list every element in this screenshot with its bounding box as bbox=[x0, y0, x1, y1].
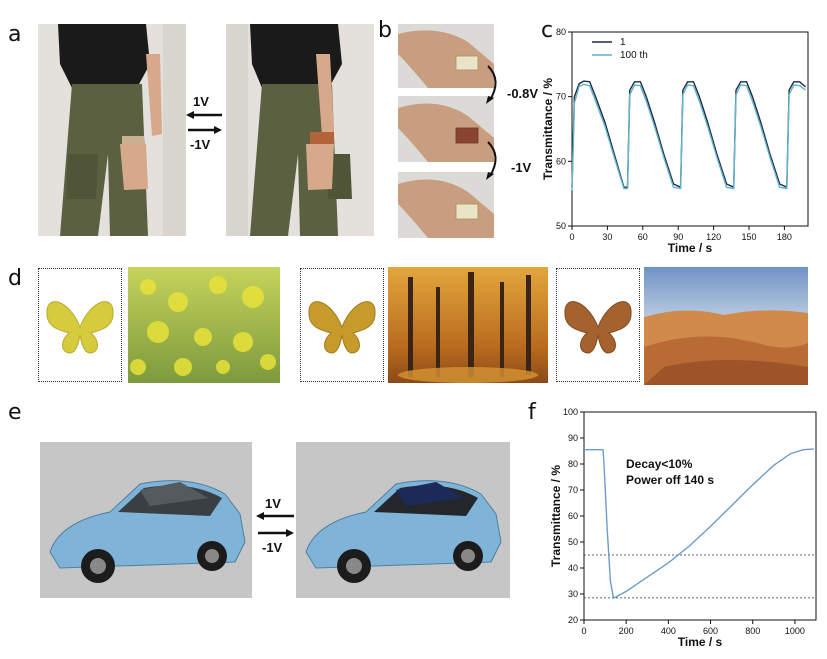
car-photo-after bbox=[296, 442, 510, 598]
series-line-1 bbox=[571, 80, 807, 189]
wrist-illustration-1 bbox=[398, 24, 494, 88]
voltage-label-e-bottom: -1V bbox=[262, 540, 283, 555]
x-tick-label: 0 bbox=[581, 626, 586, 636]
person-illustration-colored bbox=[226, 24, 374, 236]
y-tick-label: 20 bbox=[568, 615, 578, 625]
chart-f-ylabel: Transmittance / % bbox=[549, 465, 563, 567]
person-photo-before bbox=[38, 24, 186, 236]
car-illustration-tinted-roof bbox=[296, 442, 510, 598]
voltage-label-b-second: -1V bbox=[511, 160, 532, 175]
rapeseed-field-image bbox=[128, 267, 280, 383]
butterfly-box-yellow bbox=[38, 268, 122, 382]
y-tick-label: 40 bbox=[568, 563, 578, 573]
x-tick-label: 60 bbox=[638, 232, 648, 242]
x-tick-label: 200 bbox=[619, 626, 634, 636]
butterfly-box-amber bbox=[300, 268, 384, 382]
person-illustration bbox=[38, 24, 186, 236]
x-tick-label: 30 bbox=[602, 232, 612, 242]
voltage-label-b-first: -0.8V bbox=[507, 86, 539, 101]
voltage-label-a-top: 1V bbox=[193, 94, 209, 109]
y-tick-label: 70 bbox=[556, 92, 566, 102]
butterfly-box-brown bbox=[556, 268, 640, 382]
panel-label-e: e bbox=[8, 400, 22, 425]
x-tick-label: 800 bbox=[745, 626, 760, 636]
chart-c-ylabel: Transmittance / % bbox=[541, 78, 555, 180]
x-tick-label: 90 bbox=[673, 232, 683, 242]
wrist-illustration-3 bbox=[398, 172, 494, 238]
x-tick-label: 120 bbox=[706, 232, 721, 242]
landscape-desert bbox=[644, 267, 808, 385]
car-photo-before bbox=[40, 442, 252, 598]
x-tick-label: 150 bbox=[741, 232, 756, 242]
x-tick-label: 400 bbox=[661, 626, 676, 636]
panel-label-c: c bbox=[541, 18, 554, 43]
y-tick-label: 50 bbox=[568, 537, 578, 547]
annotation-power-off: Power off 140 s bbox=[626, 473, 714, 487]
x-tick-label: 180 bbox=[777, 232, 792, 242]
wrist-photo-1 bbox=[398, 24, 494, 88]
series-line-1 bbox=[584, 448, 814, 599]
chart-c-frame bbox=[571, 31, 809, 227]
butterfly-amber-icon bbox=[308, 301, 376, 354]
chart-c-legend: 1 100 th bbox=[592, 37, 648, 61]
series-line-2 bbox=[571, 83, 807, 191]
x-tick-label: 600 bbox=[703, 626, 718, 636]
autumn-forest-image bbox=[388, 267, 548, 383]
switch-arrows-a bbox=[186, 111, 222, 134]
butterfly-yellow-icon bbox=[46, 301, 114, 354]
x-tick-label: 0 bbox=[569, 232, 574, 242]
butterfly-brown-icon bbox=[564, 301, 632, 354]
panel-label-a: a bbox=[8, 22, 22, 47]
y-tick-label: 60 bbox=[568, 511, 578, 521]
legend-series-100th: 100 th bbox=[620, 50, 648, 61]
wrist-photo-2 bbox=[398, 96, 494, 162]
y-tick-label: 50 bbox=[556, 221, 566, 231]
voltage-label-e-top: 1V bbox=[265, 496, 281, 511]
chart-f-frame bbox=[583, 411, 817, 621]
annotation-decay: Decay<10% bbox=[626, 457, 693, 471]
landscape-autumn-forest bbox=[388, 267, 548, 383]
y-tick-label: 100 bbox=[563, 407, 578, 417]
wrist-photo-3 bbox=[398, 172, 494, 238]
legend-series-1: 1 bbox=[620, 37, 626, 48]
panel-label-b: b bbox=[378, 18, 392, 43]
desert-image bbox=[644, 267, 808, 385]
y-tick-label: 90 bbox=[568, 433, 578, 443]
landscape-rapeseed bbox=[128, 267, 280, 383]
curved-arrows-b bbox=[486, 65, 497, 180]
car-illustration-clear-roof bbox=[40, 442, 252, 598]
x-tick-label: 1000 bbox=[785, 626, 805, 636]
y-tick-label: 60 bbox=[556, 156, 566, 166]
chart-c: 0 30 60 90 120 150 180 50 60 70 80 Time / s Transm… bbox=[541, 27, 809, 255]
panel-label-d: d bbox=[8, 266, 22, 291]
chart-f-xlabel: Time / s bbox=[678, 635, 723, 649]
wrist-illustration-2 bbox=[398, 96, 494, 162]
chart-f: 0 200 400 600 800 1000 20 30 40 50 60 70 80 90 100 Dec… bbox=[549, 407, 817, 649]
voltage-label-a-bottom: -1V bbox=[190, 137, 211, 152]
y-tick-label: 80 bbox=[568, 459, 578, 469]
panel-label-f: f bbox=[528, 400, 536, 425]
y-tick-label: 70 bbox=[568, 485, 578, 495]
person-photo-after bbox=[226, 24, 374, 236]
y-tick-label: 30 bbox=[568, 589, 578, 599]
chart-c-xlabel: Time / s bbox=[668, 241, 713, 255]
y-tick-label: 80 bbox=[556, 27, 566, 37]
switch-arrows-e bbox=[256, 512, 294, 537]
